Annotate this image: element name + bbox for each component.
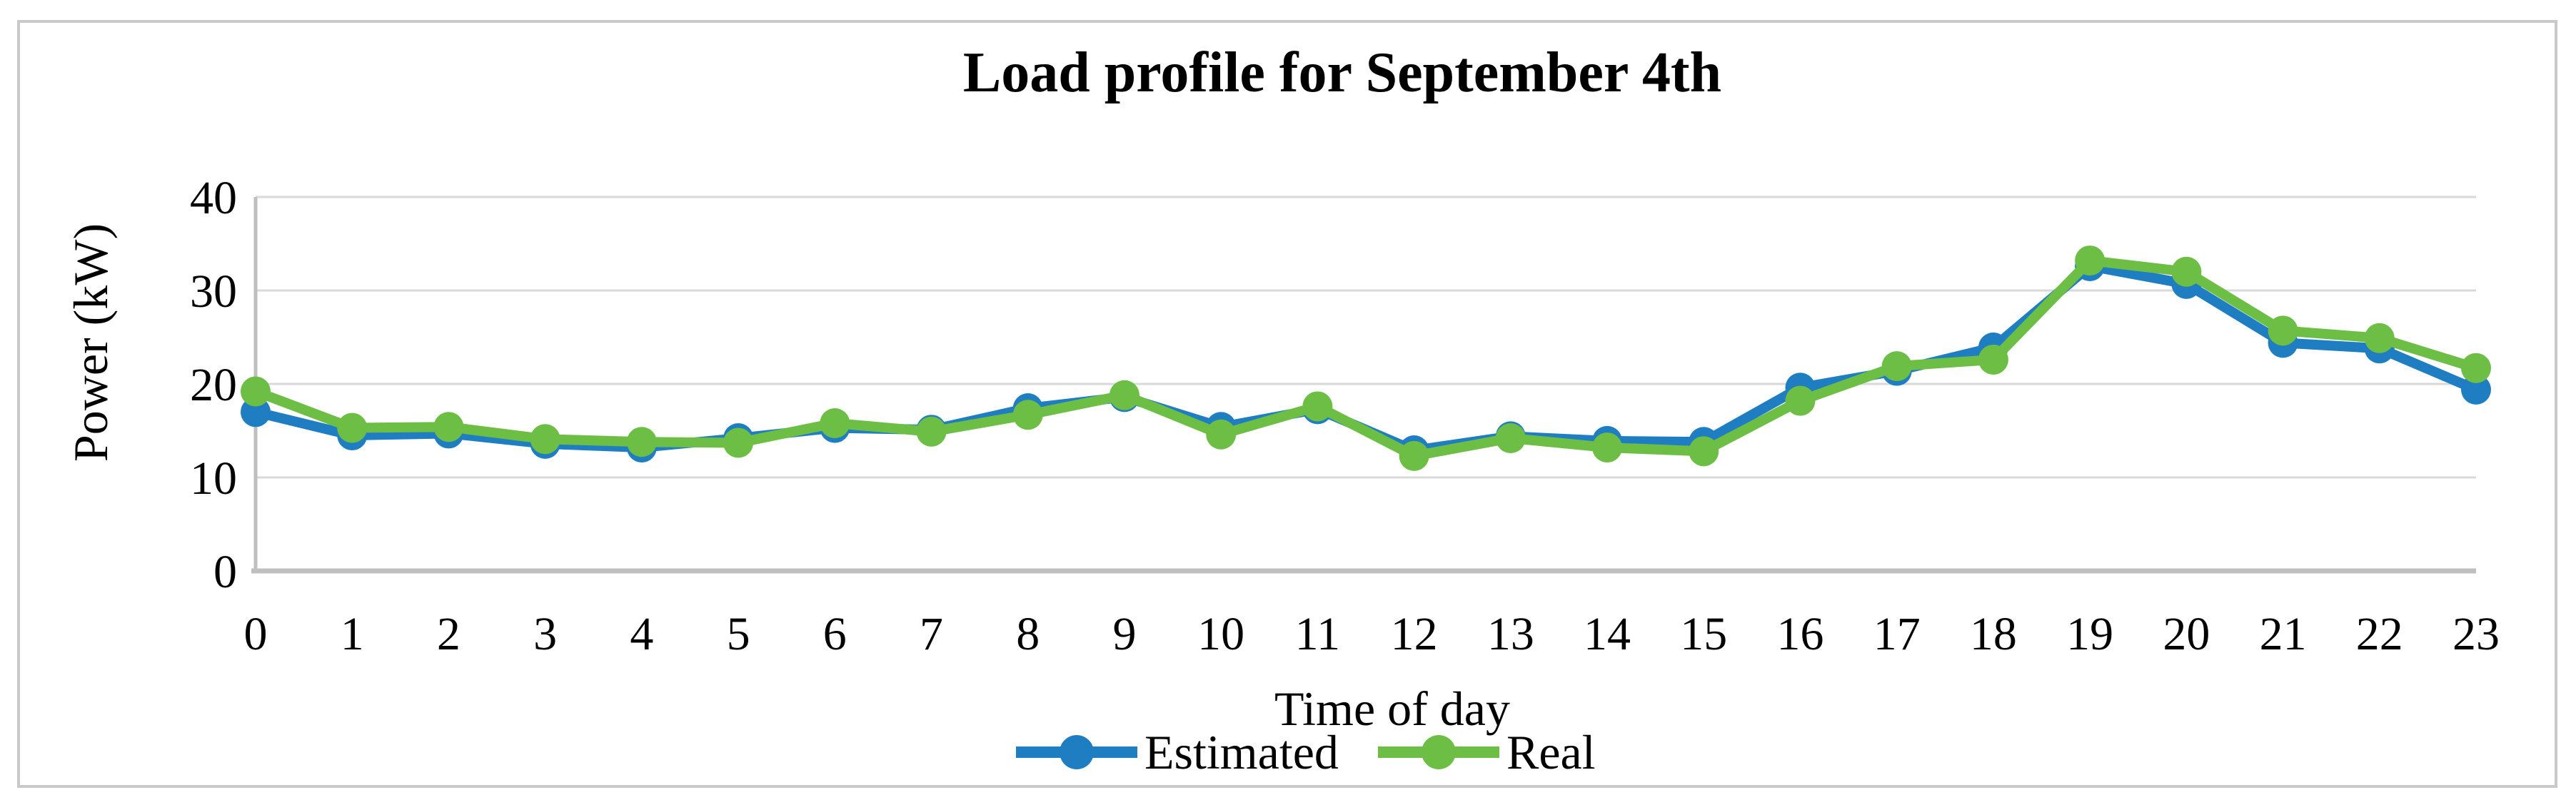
- x-tick-label-23: 23: [2452, 608, 2500, 660]
- data-point-real-h20: [2171, 256, 2202, 287]
- y-tick-label-40: 40: [190, 172, 237, 224]
- y-tick-label-20: 20: [190, 359, 237, 411]
- data-point-real-h10: [1206, 419, 1237, 450]
- y-tick-labels-group: 0 10 20 30 40: [190, 172, 237, 598]
- data-point-real-h9: [1109, 380, 1139, 410]
- x-axis-title: Time of day: [1274, 682, 1510, 736]
- legend-real-label: Real: [1506, 725, 1596, 779]
- x-tick-label-19: 19: [2066, 608, 2113, 660]
- x-tick-label-15: 15: [1680, 608, 1727, 660]
- data-point-real-h3: [530, 424, 560, 455]
- x-tick-label-17: 17: [1873, 608, 1921, 660]
- data-point-real-h8: [1012, 400, 1043, 430]
- x-tick-label-21: 21: [2260, 608, 2307, 660]
- data-point-real-h19: [2075, 245, 2105, 276]
- x-tick-label-6: 6: [823, 608, 847, 660]
- x-tick-label-7: 7: [920, 608, 943, 660]
- data-point-real-h1: [337, 412, 368, 443]
- gridlines-group: [256, 196, 2476, 479]
- data-point-estimated-h0: [241, 397, 271, 427]
- x-tick-label-3: 3: [533, 608, 557, 660]
- data-point-real-h7: [916, 416, 947, 447]
- x-tick-label-11: 11: [1295, 608, 1341, 660]
- data-point-real-h11: [1302, 391, 1333, 422]
- x-tick-label-22: 22: [2356, 608, 2403, 660]
- data-point-real-h4: [626, 427, 657, 457]
- data-point-real-h15: [1689, 436, 1719, 467]
- x-tick-label-5: 5: [727, 608, 750, 660]
- data-point-real-h13: [1495, 422, 1526, 453]
- data-point-real-h2: [433, 412, 464, 442]
- series-group: [241, 245, 2491, 471]
- x-tick-label-4: 4: [630, 608, 653, 660]
- x-tick-labels-group: 0 1 2 3 4 5 6 7 8 9 10 11 12 13 14 15 16 17 18 19 20 21 22 23: [244, 608, 2500, 660]
- data-point-real-h12: [1399, 440, 1429, 471]
- data-point-real-h0: [241, 376, 271, 407]
- data-point-real-h5: [723, 427, 754, 458]
- data-point-real-h23: [2461, 353, 2491, 383]
- data-point-real-h18: [1978, 344, 2008, 375]
- x-tick-label-18: 18: [1970, 608, 2017, 660]
- data-point-real-h14: [1592, 432, 1623, 463]
- data-point-real-h22: [2364, 323, 2395, 353]
- x-tick-label-20: 20: [2163, 608, 2210, 660]
- y-axis-title: Power (kW): [64, 223, 118, 462]
- x-tick-label-2: 2: [437, 608, 461, 660]
- chart-title: Load profile for September 4th: [963, 41, 1721, 104]
- x-tick-label-13: 13: [1487, 608, 1534, 660]
- y-tick-label-10: 10: [190, 452, 237, 505]
- data-point-real-h16: [1785, 385, 1816, 416]
- figure-border: [17, 20, 2557, 788]
- legend-item-real: Real: [1378, 725, 1596, 779]
- x-tick-label-12: 12: [1391, 608, 1438, 660]
- y-tick-label-30: 30: [190, 265, 237, 318]
- data-point-real-h21: [2268, 315, 2298, 346]
- x-tick-label-1: 1: [341, 608, 364, 660]
- x-tick-label-9: 9: [1112, 608, 1136, 660]
- series-real-line: [251, 255, 2481, 461]
- legend-item-estimated: Estimated: [1016, 725, 1339, 779]
- legend-estimated-marker: [1060, 735, 1094, 769]
- legend-real-marker: [1422, 735, 1456, 769]
- x-tick-label-8: 8: [1016, 608, 1040, 660]
- x-tick-label-16: 16: [1776, 608, 1823, 660]
- x-tick-label-10: 10: [1197, 608, 1244, 660]
- x-tick-label-14: 14: [1584, 608, 1631, 660]
- legend-estimated-label: Estimated: [1144, 725, 1339, 779]
- data-point-real-h17: [1881, 351, 1912, 382]
- x-tick-label-0: 0: [244, 608, 268, 660]
- data-point-real-h6: [820, 408, 850, 439]
- legend: Estimated Real: [1016, 725, 1596, 779]
- data-point-estimated-h23: [2461, 374, 2491, 405]
- y-tick-label-0: 0: [213, 546, 237, 598]
